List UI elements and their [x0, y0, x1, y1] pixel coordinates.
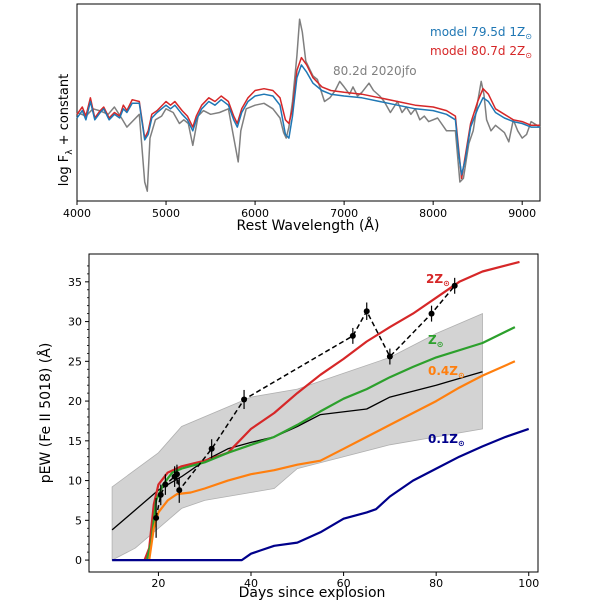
pew-x-tick-label: 40 [244, 577, 258, 590]
pew-y-axis-label: pEW (Fe II 5018) (Å) [37, 343, 54, 484]
label-2z: 2Z⊙ [426, 272, 450, 288]
observed-point [157, 491, 164, 498]
pew-series [111, 260, 530, 562]
pew-scatter-band [111, 312, 483, 561]
spectrum-line-model-79-5d-1z [76, 64, 540, 176]
legend-entry-model-2z: model 80.7d 2Z⊙ [430, 44, 532, 60]
spectrum-x-tick-label: 9000 [508, 207, 536, 220]
spectrum-plot-frame [76, 3, 541, 202]
spectrum-x-tick-label: 7000 [330, 207, 358, 220]
spectrum-x-tick-label: 8000 [419, 207, 447, 220]
pew-x-tick-label: 60 [337, 577, 351, 590]
legend-entry-2020jfo: 80.2d 2020jfo [333, 64, 417, 78]
pew-line-0-1z [112, 427, 530, 562]
observed-point [153, 514, 160, 521]
spectrum-series [76, 18, 541, 192]
spectrum-x-tick-label: 5000 [152, 207, 180, 220]
observed-point [363, 308, 370, 315]
observed-point [451, 282, 458, 289]
pew-line-0-4z [148, 360, 516, 561]
pew-y-tick-label: 35 [68, 276, 82, 289]
pew-y-tick-label: 25 [68, 355, 82, 368]
pew-y-tick-label: 15 [68, 435, 82, 448]
observed-point [428, 310, 435, 317]
label-0-4z: 0.4Z⊙ [428, 364, 465, 380]
spectrum-x-ticks: 4000 5000 6000 7000 8000 9000 [63, 201, 536, 220]
spectrum-x-tick-label: 4000 [63, 207, 91, 220]
spectrum-panel: 4000 5000 6000 7000 8000 9000 Rest Wavelength… [57, 3, 541, 234]
spectrum-y-axis-label: log Fλ + constant [57, 74, 75, 186]
pew-y-tick-label: 30 [68, 316, 82, 329]
pew-y-tick-label: 20 [68, 395, 82, 408]
pew-y-tick-label: 5 [75, 514, 82, 527]
pew-x-tick-label: 20 [151, 577, 165, 590]
label-0-1z: 0.1Z⊙ [428, 432, 465, 448]
pew-series-labels: 2Z⊙ Z⊙ 0.4Z⊙ 0.1Z⊙ [426, 272, 465, 448]
pew-panel: 20 40 60 80 100 0 5 10 15 20 25 30 35 Days since exp… [37, 253, 539, 601]
observed-point [208, 445, 215, 452]
spectrum-line-80-2d-2020jfo [76, 18, 541, 192]
pew-scatter-band-area [111, 312, 483, 561]
observed-point [176, 487, 183, 494]
observed-point [162, 481, 169, 488]
pew-plot-frame [88, 253, 539, 573]
spectrum-x-axis-label: Rest Wavelength (Å) [237, 217, 380, 234]
pew-axis-ticks: 20 40 60 80 100 0 5 10 15 20 25 30 35 [68, 265, 539, 590]
pew-y-tick-label: 0 [75, 554, 82, 567]
pew-line-2z [143, 260, 520, 561]
label-z: Z⊙ [428, 333, 443, 349]
pew-x-tick-label: 80 [429, 577, 443, 590]
spectrum-legend: model 79.5d 1Z⊙ model 80.7d 2Z⊙ 80.2d 20… [333, 25, 532, 78]
pew-x-tick-label: 100 [518, 577, 539, 590]
spectrum-x-tick-label: 6000 [241, 207, 269, 220]
pew-y-tick-label: 10 [68, 475, 82, 488]
observed-point [241, 396, 248, 403]
pew-observations [153, 277, 458, 538]
pew-x-axis-label: Days since explosion [239, 585, 386, 601]
legend-entry-model-1z: model 79.5d 1Z⊙ [430, 25, 532, 41]
observed-point [173, 471, 180, 478]
observed-point [349, 332, 356, 339]
observed-point [386, 353, 393, 360]
